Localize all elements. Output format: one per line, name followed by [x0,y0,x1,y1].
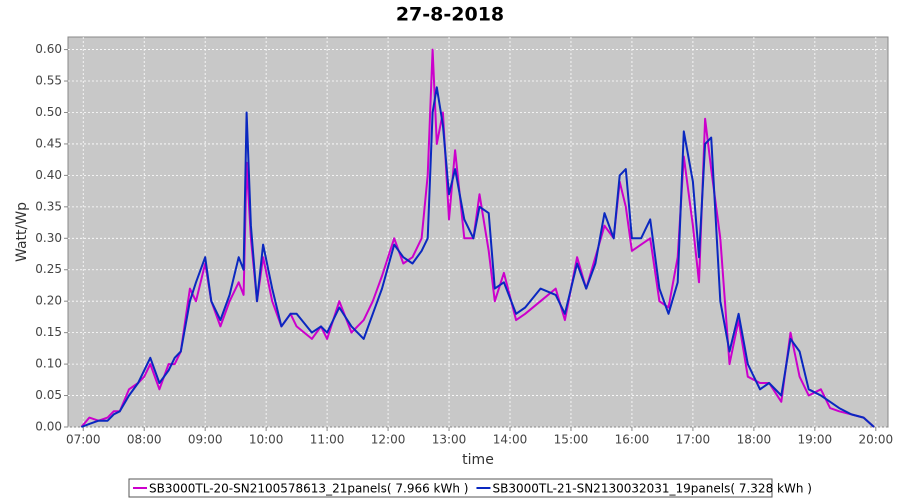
y-tick-label: 0.35 [35,199,62,213]
series-line [81,86,875,428]
x-tick-label: 12:00 [371,433,406,447]
legend-label: SB3000TL-21-SN2130032031_19panels( 7.328… [492,482,811,496]
chart-title: 27-8-2018 [396,4,504,26]
y-tick-label: 0.60 [35,42,62,56]
y-tick-label: 0.40 [35,168,62,182]
x-tick-label: 08:00 [127,433,162,447]
y-tick-label: 0.05 [35,388,62,402]
x-tick-label: 14:00 [493,433,528,447]
legend: SB3000TL-20-SN2100578613_21panels( 7.966… [128,478,812,498]
x-tick-label: 20:00 [859,433,894,447]
legend-label: SB3000TL-20-SN2100578613_21panels( 7.966… [149,482,468,496]
y-tick-label: 0.50 [35,105,62,119]
x-tick-label: 13:00 [432,433,467,447]
y-tick-label: 0.30 [35,231,62,245]
series-line [80,48,875,428]
y-tick-label: 0.45 [35,136,62,150]
x-tick-label: 19:00 [798,433,833,447]
plot-area [67,36,889,428]
legend-box [128,478,773,498]
y-tick-label: 0.25 [35,262,62,276]
y-tick-label: 0.20 [35,294,62,308]
y-axis-label: Watt/Wp [14,202,30,262]
y-tick-label: 0.15 [35,325,62,339]
x-axis-label: time [462,452,494,468]
x-tick-label: 11:00 [310,433,345,447]
x-tick-label: 07:00 [66,433,101,447]
x-tick-label: 15:00 [554,433,589,447]
x-tick-label: 09:00 [188,433,223,447]
y-tick-label: 0.55 [35,74,62,88]
x-tick-label: 16:00 [615,433,650,447]
y-tick-label: 0.00 [35,420,62,434]
x-tick-label: 10:00 [249,433,284,447]
y-tick-label: 0.10 [35,357,62,371]
x-tick-label: 18:00 [737,433,772,447]
x-tick-label: 17:00 [676,433,711,447]
